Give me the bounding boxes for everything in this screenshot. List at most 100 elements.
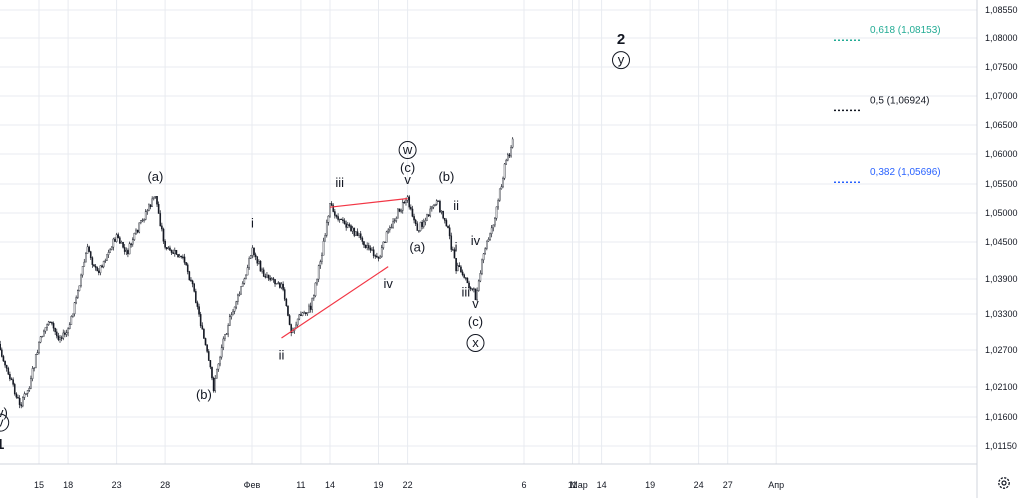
wave-label[interactable]: (c) (400, 160, 415, 175)
wave-label[interactable]: (a) (409, 239, 425, 254)
candle-body (94, 265, 97, 268)
candle-body (161, 225, 163, 230)
candle-body (397, 208, 399, 219)
candle-body (469, 287, 472, 289)
wave-label[interactable]: y (618, 52, 625, 67)
candle-body (364, 244, 367, 248)
settings-button[interactable] (993, 473, 1015, 493)
candle-body (481, 259, 483, 274)
candle-body (81, 266, 84, 276)
candle-body (461, 271, 464, 275)
candle-body (389, 227, 391, 231)
wave-label[interactable]: i (455, 239, 458, 254)
candle-body (279, 282, 281, 288)
candle-body (120, 242, 123, 244)
candle-body (240, 286, 242, 295)
trend-line[interactable] (329, 197, 408, 208)
candle-body (380, 247, 383, 258)
wave-label[interactable]: (b) (196, 387, 212, 402)
wave-label[interactable]: (b) (438, 169, 454, 184)
candle-body (238, 293, 241, 296)
candle-body (413, 216, 415, 221)
wave-label[interactable]: iv (384, 276, 394, 291)
fibonacci-levels[interactable]: 0,618 (1,08153) 0,5 (1,06924) 0,382 (1,056… (834, 25, 941, 183)
candle-body (167, 247, 170, 249)
grid (0, 0, 977, 464)
candle-body (395, 217, 398, 222)
wave-label[interactable]: 1 (0, 436, 4, 453)
x-tick-label: 11 (568, 480, 577, 490)
candle-body (376, 255, 378, 258)
candle-body (280, 283, 283, 288)
candle-body (162, 228, 165, 242)
candle-body (18, 397, 21, 405)
trend-lines[interactable] (281, 197, 408, 339)
wave-label[interactable]: (v) (0, 405, 8, 420)
wave-label[interactable]: (c) (468, 314, 483, 329)
candle-body (25, 393, 27, 395)
candle-body (351, 227, 354, 232)
wave-label[interactable]: i (251, 216, 254, 231)
candle-body (22, 397, 24, 407)
candle-body (55, 331, 58, 337)
candle-body (60, 337, 63, 339)
x-tick-label: Фев (244, 480, 261, 490)
price-axis[interactable]: 1,08550 1,08000 1,07500 1,07000 1,06500 1,060… (985, 5, 1018, 451)
candle-body (379, 256, 381, 259)
axes (0, 0, 978, 498)
wave-label[interactable]: v (0, 415, 4, 430)
candle-body (62, 332, 65, 339)
candle-body (329, 203, 331, 217)
wave-label[interactable]: iii (335, 175, 344, 190)
wave-label[interactable]: 2 (617, 31, 625, 48)
candle-body (110, 246, 113, 250)
wave-labels[interactable]: (v)v1(a)(b)iiiiiiivw(c)v(a)(b)iiiiviiiv(… (0, 31, 630, 453)
candle-body (348, 224, 351, 226)
y-tick-label: 1,01150 (985, 441, 1017, 451)
x-tick-label: 6 (521, 480, 526, 490)
candle-body (303, 312, 305, 314)
wave-label[interactable]: v (404, 172, 411, 187)
candle-body (73, 302, 76, 315)
candle-body (59, 337, 61, 340)
candle-body (479, 273, 482, 282)
candle-body (185, 262, 187, 266)
candle-body (201, 325, 204, 330)
wave-label[interactable]: w (402, 142, 413, 157)
wave-label[interactable]: x (472, 335, 479, 350)
y-tick-label: 1,02100 (985, 382, 1018, 392)
candle-body (477, 280, 480, 291)
wave-label[interactable]: iii (461, 285, 470, 300)
candle-body (267, 274, 270, 279)
x-tick-label: 19 (645, 480, 655, 490)
time-axis[interactable]: 15 18 23 28 Фев 11 14 19 22 Мар 6 11 14 19 24 27 Апр (34, 480, 784, 490)
candle-body (117, 234, 120, 238)
candle-body (403, 202, 406, 204)
candle-body (89, 251, 92, 258)
candle-body (368, 245, 370, 249)
wave-label[interactable]: iv (471, 233, 481, 248)
candle-body (372, 249, 375, 256)
wave-label[interactable]: v (472, 296, 479, 311)
wave-label[interactable]: (a) (147, 169, 163, 184)
wave-label[interactable]: ii (279, 347, 285, 362)
candle-body (246, 267, 249, 276)
candle-body (275, 283, 278, 285)
candle-body (44, 327, 47, 332)
candle-body (393, 220, 396, 222)
candle-body (306, 312, 309, 314)
candle-body (463, 274, 465, 278)
y-tick-label: 1,08000 (985, 33, 1018, 43)
candle-body (165, 247, 168, 249)
candle-body (224, 334, 226, 340)
trend-line[interactable] (281, 266, 389, 339)
candle-body (325, 222, 328, 236)
candle-body (494, 218, 496, 226)
candle-body (65, 332, 68, 335)
wave-label[interactable]: ii (453, 198, 459, 213)
candle-body (283, 289, 286, 300)
candle-body (290, 324, 293, 333)
y-tick-label: 1,03300 (985, 309, 1018, 319)
